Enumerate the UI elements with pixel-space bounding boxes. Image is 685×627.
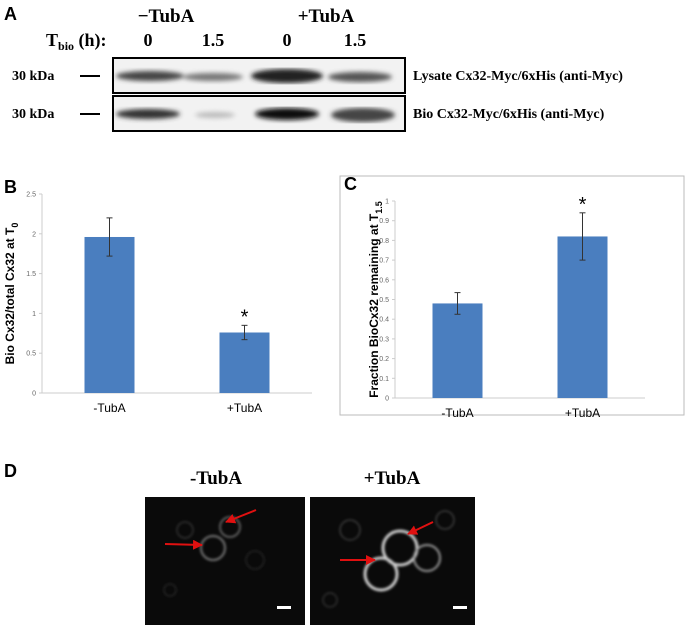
panel-label: C bbox=[344, 174, 357, 194]
panel-label: A bbox=[4, 4, 17, 24]
condition-label: +TubA bbox=[364, 468, 421, 489]
y-tick-label: 0.8 bbox=[379, 238, 389, 245]
y-tick-label: 0 bbox=[32, 391, 36, 398]
time-t: T bbox=[46, 30, 58, 50]
y-tick-label: 0.6 bbox=[379, 277, 389, 284]
x-tick-label: +TubA bbox=[565, 406, 600, 420]
y-axis-label-main: Bio Cx32/total Cx32 at T bbox=[3, 227, 17, 364]
chart-frame bbox=[339, 175, 685, 416]
panel-label: B bbox=[4, 177, 17, 197]
time-value: 1.5 bbox=[344, 30, 367, 50]
y-tick-label: 0.4 bbox=[379, 317, 389, 324]
panel-label: D bbox=[4, 461, 17, 481]
blot-lysate bbox=[112, 57, 406, 94]
bar bbox=[432, 303, 483, 398]
micrograph bbox=[145, 497, 305, 625]
significance: * bbox=[579, 194, 587, 216]
bar bbox=[219, 332, 270, 393]
y-tick-label: 0.5 bbox=[379, 297, 389, 304]
group-label: −TubA bbox=[138, 6, 195, 27]
y-tick-label: 0.5 bbox=[26, 351, 36, 358]
y-tick-label: 0.7 bbox=[379, 258, 389, 265]
x-tick-label: -TubA bbox=[441, 406, 473, 420]
y-tick-label: 1 bbox=[385, 199, 389, 206]
time-value: 0 bbox=[283, 30, 292, 50]
bar bbox=[84, 236, 135, 393]
x-tick-label: -TubA bbox=[93, 401, 125, 415]
group-label: +TubA bbox=[298, 6, 355, 27]
marker-label: 30 kDa bbox=[12, 69, 54, 84]
y-axis-label-main: Fraction BioCx32 remaining at T bbox=[367, 213, 381, 398]
time-value: 1.5 bbox=[202, 30, 225, 50]
condition-label: -TubA bbox=[190, 468, 242, 489]
time-value: 0 bbox=[144, 30, 153, 50]
time-label: Tbio (h): bbox=[46, 30, 107, 53]
y-tick-label: 1.5 bbox=[26, 271, 36, 278]
blot-bio bbox=[112, 95, 406, 132]
y-tick-label: 2 bbox=[32, 231, 36, 238]
marker-label: 30 kDa bbox=[12, 107, 54, 122]
row-label: Lysate Cx32-Myc/6xHis (anti-Myc) bbox=[413, 69, 623, 84]
y-tick-label: 0.9 bbox=[379, 218, 389, 225]
time-sub: bio bbox=[58, 39, 74, 53]
bar bbox=[557, 236, 608, 398]
row-label: Bio Cx32-Myc/6xHis (anti-Myc) bbox=[413, 107, 605, 122]
micrograph bbox=[310, 497, 475, 625]
y-axis-label: Fraction BioCx32 remaining at T1.5 bbox=[367, 201, 384, 398]
y-tick-label: 0.2 bbox=[379, 356, 389, 363]
y-axis-label-sub: 0 bbox=[10, 223, 20, 228]
y-axis-label-sub: 1.5 bbox=[374, 201, 384, 214]
y-tick-label: 0 bbox=[385, 396, 389, 403]
time-unit: (h): bbox=[74, 30, 107, 51]
significance: * bbox=[241, 306, 249, 328]
y-tick-label: 2.5 bbox=[26, 192, 36, 199]
x-tick-label: +TubA bbox=[227, 401, 262, 415]
y-tick-label: 0.1 bbox=[379, 376, 389, 383]
y-tick-label: 1 bbox=[32, 311, 36, 318]
y-tick-label: 0.3 bbox=[379, 336, 389, 343]
y-axis-label: Bio Cx32/total Cx32 at T0 bbox=[3, 223, 20, 365]
